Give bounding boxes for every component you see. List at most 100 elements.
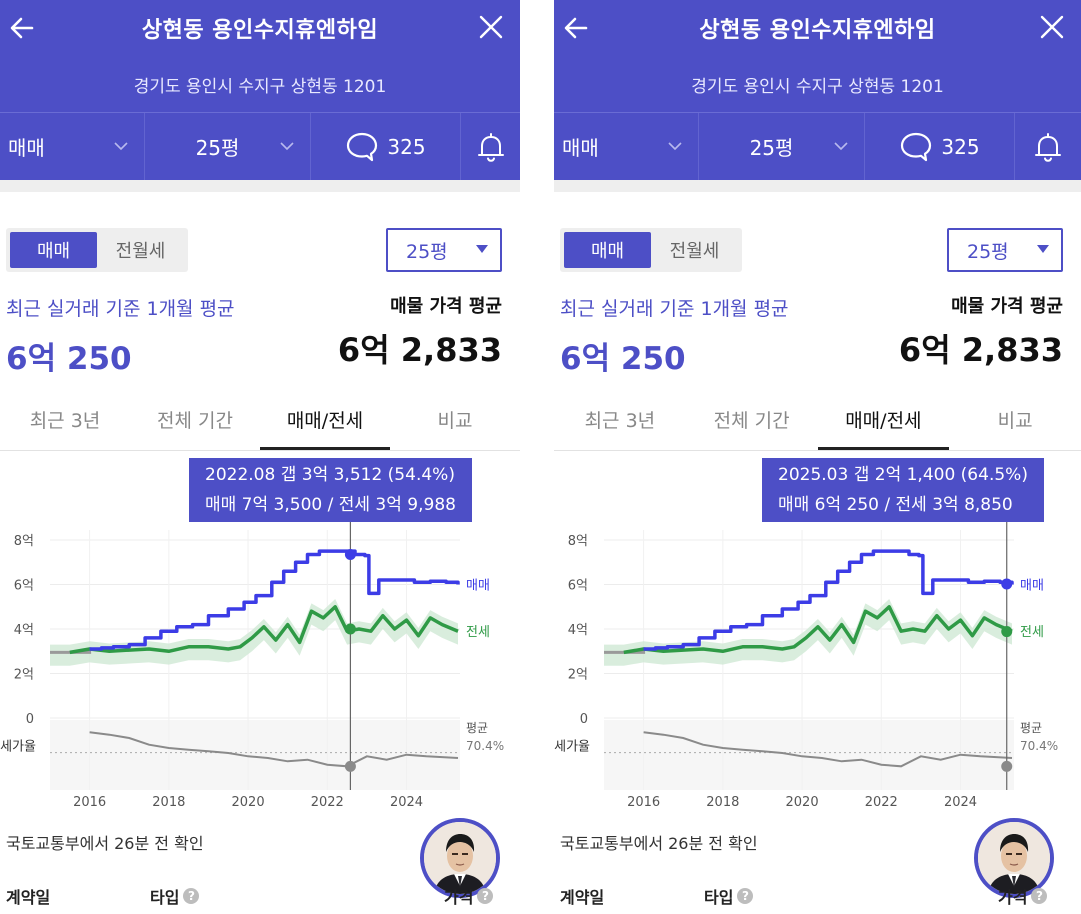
ratio-avg-value: 70.4%: [1020, 739, 1058, 753]
y-tick-label: 0: [26, 712, 34, 727]
highlight-point-jeonse: [344, 623, 356, 635]
divider: [554, 112, 1081, 113]
deal-type-dropdown[interactable]: 매매: [0, 113, 145, 180]
comments-button[interactable]: 325: [311, 113, 461, 180]
trade-table-header: 계약일 타입? 가격?: [560, 884, 1060, 914]
highlight-point-sale: [1001, 578, 1013, 590]
y-tick-label: 6억: [14, 579, 34, 594]
tab-sale-jeonse[interactable]: 매매/전세: [817, 388, 950, 450]
chevron-down-icon: [668, 142, 682, 151]
close-icon[interactable]: [478, 14, 504, 40]
tab-recent-3y[interactable]: 최근 3년: [584, 409, 656, 432]
listing-average-price: 6억 2,833: [898, 331, 1063, 369]
y-tick-label: 4억: [568, 623, 588, 638]
tab-recent-3y[interactable]: 최근 3년: [29, 409, 101, 432]
toggle-sale[interactable]: 매매: [10, 232, 97, 268]
deal-type-value: 매매: [8, 136, 45, 160]
apartment-title: 상현동 용인수지휴엔하임: [699, 18, 936, 43]
tab-sale-jeonse[interactable]: 매매/전세: [260, 388, 390, 450]
toggle-sale[interactable]: 매매: [564, 232, 651, 268]
agent-avatar[interactable]: [974, 818, 1054, 898]
col-price: 가격?: [444, 884, 494, 908]
tab-all-period[interactable]: 전체 기간: [157, 409, 233, 432]
highlight-point-ratio: [344, 760, 356, 772]
size-select-value: 25평: [967, 240, 1009, 263]
listing-average-label: 매물 가격 평균: [951, 296, 1063, 317]
alert-button[interactable]: [1015, 113, 1081, 180]
recent-trade-price: 6억 250: [560, 341, 686, 377]
x-tick-label: 2020: [786, 795, 819, 810]
y-tick-label: 0: [580, 712, 588, 727]
x-tick-label: 2024: [944, 795, 977, 810]
size-dropdown[interactable]: 25평: [145, 113, 311, 180]
apartment-title: 상현동 용인수지휴엔하임: [141, 18, 379, 43]
close-icon[interactable]: [1039, 14, 1065, 40]
series-label-jeonse: 전세: [466, 625, 490, 640]
help-icon[interactable]: ?: [477, 888, 494, 904]
comments-button[interactable]: 325: [865, 113, 1015, 180]
agent-avatar[interactable]: [420, 818, 500, 898]
tab-all-period[interactable]: 전체 기간: [713, 409, 790, 432]
tab-compare[interactable]: 비교: [997, 409, 1033, 432]
ratio-band: [50, 720, 460, 790]
recent-trade-price: 6억 250: [6, 341, 132, 377]
chart-tooltip: 2025.03 갭 2억 1,400 (64.5%) 매매 6억 250 / 전…: [762, 458, 1044, 522]
series-label-sale: 매매: [466, 579, 490, 594]
highlight-point-ratio: [1001, 760, 1013, 772]
x-tick-label: 2022: [865, 795, 898, 810]
x-tick-label: 2018: [706, 795, 739, 810]
top-bar: 상현동 용인수지휴엔하임 경기도 용인시 수지구 상현동 1201 매매 25평…: [0, 0, 520, 180]
ratio-band: [604, 720, 1014, 790]
help-icon[interactable]: ?: [1031, 888, 1048, 904]
top-bar: 상현동 용인수지휴엔하임 경기도 용인시 수지구 상현동 1201 매매 25평…: [554, 0, 1081, 180]
recent-trade-label: 최근 실거래 기준 1개월 평균: [6, 298, 235, 320]
help-icon[interactable]: ?: [183, 888, 200, 904]
toggle-rent[interactable]: 전월세: [115, 241, 166, 262]
toggle-rent[interactable]: 전월세: [669, 241, 720, 262]
chevron-down-icon: [280, 142, 294, 151]
help-icon[interactable]: ?: [737, 888, 754, 904]
alert-button[interactable]: [461, 113, 520, 180]
y-tick-label: 2억: [568, 668, 588, 683]
series-line-ratio: [643, 731, 1013, 768]
x-tick-label: 2020: [232, 795, 265, 810]
divider: [554, 450, 1081, 451]
source-note: 국토교통부에서 26분 전 확인: [560, 834, 758, 853]
listing-average-price: 6억 2,833: [337, 331, 502, 369]
series-line-jeonse: [69, 605, 459, 655]
filter-row: 매매 25평 325: [0, 113, 520, 180]
filter-row: 매매 25평 325: [554, 113, 1081, 180]
speech-bubble-icon: [347, 132, 378, 161]
listing-average-label: 매물 가격 평균: [390, 296, 502, 317]
x-tick-label: 2024: [390, 795, 423, 810]
size-select[interactable]: 25평: [947, 228, 1063, 272]
divider: [0, 112, 520, 113]
apartment-address: 경기도 용인시 수지구 상현동 1201: [691, 77, 944, 97]
col-type: 타입?: [150, 884, 200, 908]
ratio-avg-value: 70.4%: [466, 739, 504, 753]
comment-count: 325: [941, 134, 980, 159]
period-tabs: 최근 3년 전체 기간 매매/전세 비교: [554, 388, 1081, 450]
source-note: 국토교통부에서 26분 전 확인: [6, 834, 204, 853]
back-arrow-icon[interactable]: [560, 12, 592, 44]
size-value: 25평: [749, 136, 794, 160]
y-tick-label: 4억: [14, 623, 34, 638]
comment-count: 325: [387, 134, 426, 159]
back-arrow-icon[interactable]: [6, 12, 38, 44]
apartment-panel-right: 상현동 용인수지휴엔하임 경기도 용인시 수지구 상현동 1201 매매 25평…: [554, 0, 1081, 914]
apartment-panel-left: 상현동 용인수지휴엔하임 경기도 용인시 수지구 상현동 1201 매매 25평…: [0, 0, 520, 914]
bell-icon: [477, 132, 504, 162]
tab-compare[interactable]: 비교: [437, 409, 473, 432]
size-select[interactable]: 25평: [386, 228, 502, 272]
caret-down-icon: [1037, 245, 1049, 253]
col-contract-date: 계약일: [6, 888, 51, 907]
size-value: 25평: [195, 136, 240, 160]
trade-table-header: 계약일 타입? 가격?: [6, 884, 506, 914]
deal-type-dropdown[interactable]: 매매: [554, 113, 699, 180]
size-dropdown[interactable]: 25평: [699, 113, 865, 180]
y-tick-label: 2억: [14, 668, 34, 683]
